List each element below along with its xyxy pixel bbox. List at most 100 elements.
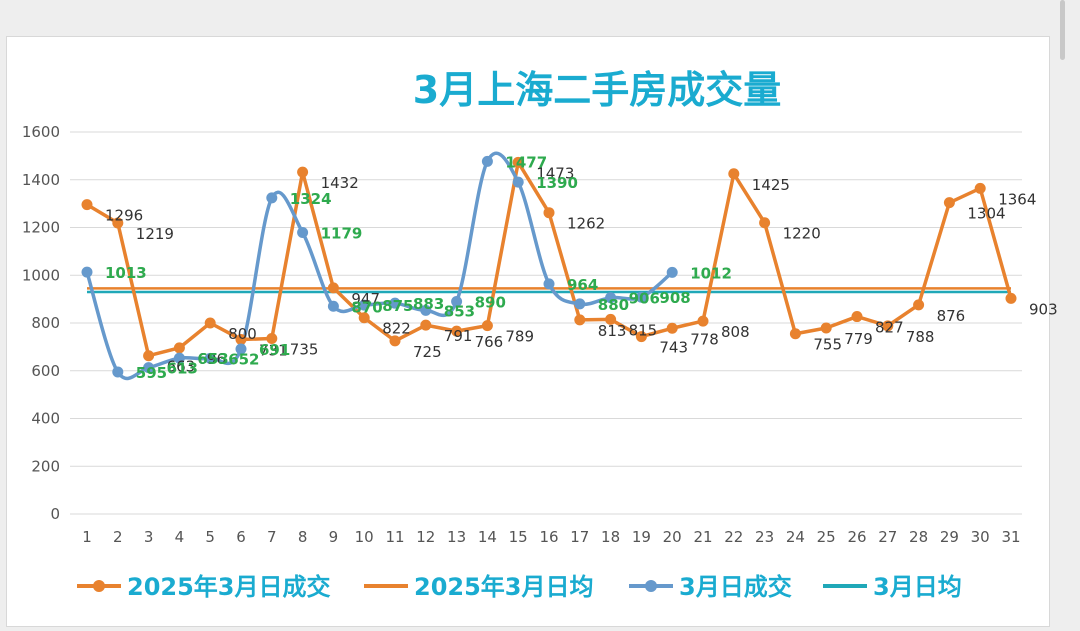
series-0-point [851,311,863,323]
legend-label-3: 3月日均 [873,573,962,601]
series-0-label: 1219 [136,225,174,243]
x-tick-label: 8 [298,528,308,546]
series-0-point [605,313,617,325]
x-tick-label: 30 [971,528,990,546]
x-tick-label: 25 [817,528,836,546]
x-tick-label: 4 [175,528,185,546]
x-tick-label: 15 [509,528,528,546]
series-2-point [143,362,155,374]
series-0-point [481,320,493,332]
series-2-point [543,278,555,290]
series-0-point [266,333,278,345]
series-2-label: 1012 [690,264,732,282]
x-tick-label: 31 [1001,528,1020,546]
series-0-point [882,320,894,332]
series-2-label: 908 [659,289,690,307]
scrollbar-thumb[interactable] [1060,0,1065,60]
x-tick-label: 18 [601,528,620,546]
x-tick-label: 20 [663,528,682,546]
x-tick-label: 3 [144,528,154,546]
series-0-point [389,335,401,347]
series-2-point [266,192,278,204]
x-tick-label: 1 [82,528,92,546]
x-tick-label: 9 [329,528,339,546]
series-layer [81,151,1017,381]
series-2-point [327,300,339,312]
series-0-point [204,317,216,329]
series-0-label: 731 [259,341,288,359]
series-0-label: 827 [875,319,904,337]
series-2-point [204,352,216,364]
series-line-2 [85,151,674,381]
x-tick-label: 17 [570,528,589,546]
x-tick-label: 16 [539,528,558,546]
series-0-label: 813 [598,322,627,340]
series-2-label: 870 [351,298,382,316]
series-2-label: 1390 [536,174,578,192]
series-2-label: 875 [382,297,413,315]
series-0-point [451,325,463,337]
series-2-point [358,299,370,311]
x-tick-label: 7 [267,528,277,546]
series-0-label: 1425 [752,176,790,194]
series-0-label: 1364 [998,190,1036,208]
legend-marker-0 [93,580,105,592]
x-tick-label: 14 [478,528,497,546]
series-2-label: 1179 [321,225,363,243]
series-2-label: 1013 [105,264,147,282]
series-2-label: 1324 [290,190,332,208]
x-tick-label: 24 [786,528,805,546]
series-2-label: 906 [629,290,660,308]
x-tick-label: 12 [416,528,435,546]
legend-label-0: 2025年3月日成交 [127,573,331,601]
legend-label-1: 2025年3月日均 [414,573,594,601]
y-tick-label: 0 [50,505,60,523]
series-0-label: 696 [197,350,226,368]
series-0-point [420,319,432,331]
legend-marker-2 [645,580,657,592]
series-0-point [327,282,339,294]
chart-card [6,36,1050,627]
x-tick-label: 26 [847,528,866,546]
x-tick-label: 21 [693,528,712,546]
series-2-label: 964 [567,276,598,294]
series-0-label: 778 [690,330,719,348]
series-0-label: 766 [475,333,504,351]
series-0-point [635,331,647,343]
legend-label-2: 3月日成交 [679,573,792,601]
series-0-point [297,166,309,178]
series-0-label: 1304 [967,205,1005,223]
series-2-label: 1477 [505,153,547,171]
series-0-label: 791 [444,327,473,345]
series-0-label: 808 [721,323,750,341]
series-0-label: 1432 [321,174,359,192]
series-2-label: 595 [136,364,167,382]
series-0-label: 663 [167,358,196,376]
series-2-point [481,155,493,167]
series-0-point [143,350,155,362]
series-0-label: 743 [659,339,688,357]
x-tick-label: 10 [355,528,374,546]
x-tick-label: 11 [385,528,404,546]
series-0-point [235,333,247,345]
series-0-point [512,156,524,168]
y-tick-label: 200 [31,457,60,475]
series-0-label: 788 [906,328,935,346]
series-0-point [759,217,771,229]
series-2-point [512,176,524,188]
x-tick-label: 28 [909,528,928,546]
series-2-point [574,298,586,310]
x-axis: 1 2 3 4 5 6 7 8 9 10 11 12 13 14 15 16 17 18 19 20 21 22 23 24 2… [82,528,1020,546]
series-2-point [451,296,463,308]
x-tick-label: 19 [632,528,651,546]
series-2-point [297,227,309,239]
series-2-label: 880 [598,296,629,314]
x-tick-label: 23 [755,528,774,546]
series-0-label: 779 [844,330,873,348]
series-2-point [235,343,247,355]
chart-title: 3月上海二手房成交量 [413,68,781,112]
series-0-label: 1262 [567,215,605,233]
x-tick-label: 6 [236,528,246,546]
series-0-point [974,182,986,194]
series-0-point [789,328,801,340]
